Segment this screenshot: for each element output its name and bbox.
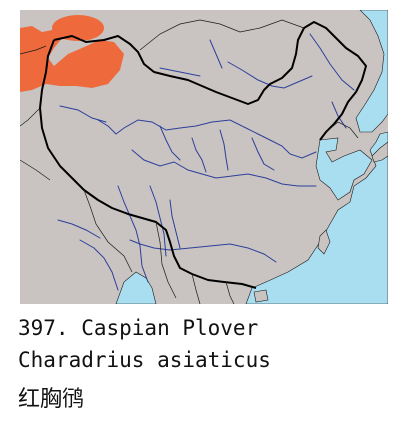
sea-east-south (245, 131, 388, 304)
national-border (39, 21, 367, 289)
island-japan (371, 141, 388, 163)
sea-japan (355, 10, 388, 133)
island-hainan (253, 289, 269, 303)
neighbour-borders (20, 19, 359, 304)
species-chinese-name: 红胸鸻 (18, 387, 85, 412)
species-number-and-common-name: 397. Caspian Plover (18, 316, 259, 340)
range-map (20, 10, 388, 304)
species-range-lake-balkhash (52, 15, 104, 41)
island-taiwan (317, 229, 331, 255)
species-scientific-name: Charadrius asiaticus (18, 348, 271, 372)
sea-bohai-yellow (315, 137, 373, 201)
rivers (57, 33, 355, 291)
